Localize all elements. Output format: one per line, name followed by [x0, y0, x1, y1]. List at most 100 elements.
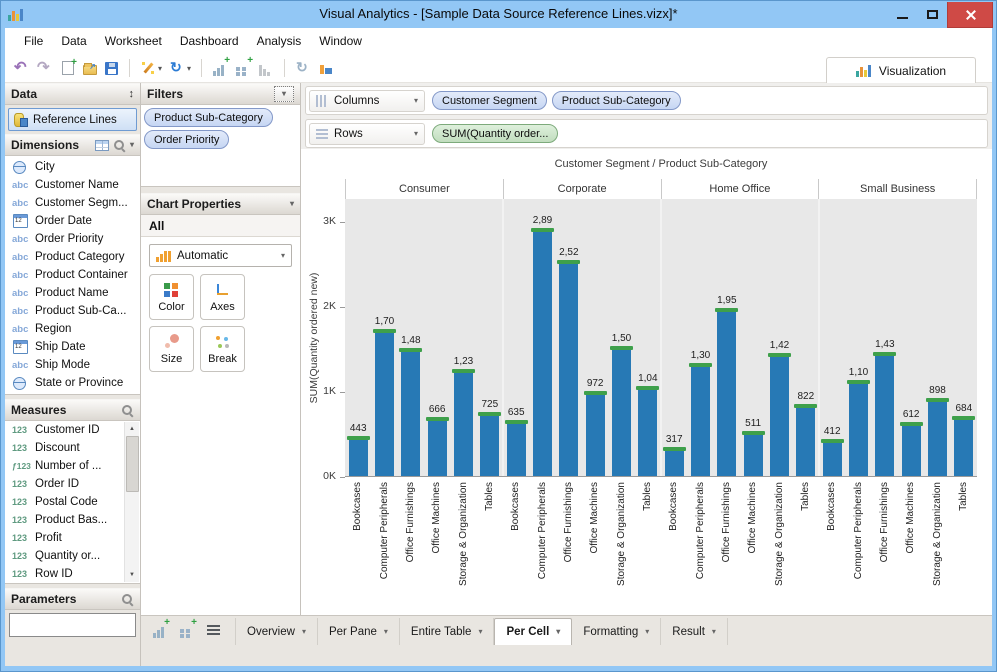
wizard-button[interactable]: ▾	[139, 59, 163, 77]
bar-consumer-tables[interactable]	[480, 414, 500, 476]
close-button[interactable]	[947, 1, 993, 28]
bar-consumer-computer-peripherals[interactable]	[375, 331, 394, 476]
dimension-state-or-province[interactable]: State or Province	[5, 374, 140, 392]
bar-home-office-storage-organization[interactable]	[770, 355, 789, 476]
search-icon[interactable]	[113, 139, 126, 152]
measure-order-id[interactable]: 123 Order ID	[5, 475, 140, 493]
collapse-expand-icon[interactable]: ↕	[128, 88, 135, 100]
dimension-product-sub-ca[interactable]: abc Product Sub-Ca...	[5, 302, 140, 320]
button-color[interactable]: Color	[149, 274, 194, 320]
chevron-down-icon[interactable]: ▾	[301, 626, 306, 636]
view-data-icon[interactable]	[94, 139, 109, 151]
bar-corporate-office-machines[interactable]	[585, 393, 605, 476]
dimension-customer-segm[interactable]: abc Customer Segm...	[5, 194, 140, 212]
measure-product-bas[interactable]: 123 Product Bas...	[5, 511, 140, 529]
bar-home-office-bookcases[interactable]	[664, 449, 684, 476]
list-button[interactable]	[205, 621, 223, 639]
parameters-input[interactable]	[9, 613, 136, 637]
bar-corporate-bookcases[interactable]	[506, 422, 526, 476]
undo-button[interactable]	[13, 58, 31, 77]
scrollbar-thumb[interactable]	[125, 436, 139, 492]
minimize-button[interactable]	[887, 2, 917, 28]
open-folder-button[interactable]	[82, 60, 98, 76]
bar-consumer-office-machines[interactable]	[427, 419, 447, 476]
chevron-down-icon[interactable]: ▾	[187, 63, 192, 73]
columns-pill-product-sub-category[interactable]: Product Sub-Category	[551, 91, 681, 110]
columns-shelf-label[interactable]: Columns ▾	[309, 89, 425, 112]
bar-corporate-tables[interactable]	[638, 388, 658, 476]
measure-number-of[interactable]: ƒ123 Number of ...	[5, 457, 140, 475]
measure-profit[interactable]: 123 Profit	[5, 529, 140, 547]
menu-dashboard[interactable]: Dashboard	[179, 34, 239, 48]
measure-customer-id[interactable]: 123 Customer ID	[5, 421, 140, 439]
tab-per-cell[interactable]: Per Cell ▾	[494, 618, 573, 645]
save-button[interactable]	[103, 60, 120, 77]
dimension-order-priority[interactable]: abc Order Priority	[5, 230, 140, 248]
bar-small-business-office-furnishings[interactable]	[875, 354, 895, 476]
columns-pill-customer-segment[interactable]: Customer Segment	[432, 91, 547, 110]
maximize-button[interactable]	[917, 2, 947, 28]
bar-small-business-tables[interactable]	[954, 418, 974, 476]
tab-result[interactable]: Result ▾	[661, 618, 728, 645]
bar-small-business-office-machines[interactable]	[901, 424, 921, 476]
bar-consumer-office-furnishings[interactable]	[401, 350, 421, 476]
add-chart-button[interactable]	[151, 617, 170, 639]
bar-small-business-computer-peripherals[interactable]	[849, 382, 868, 476]
bar-small-business-storage-organization[interactable]	[928, 400, 947, 476]
chevron-down-icon[interactable]: ▾	[645, 626, 650, 636]
chevron-down-icon[interactable]: ▾	[478, 626, 483, 636]
tab-visualization[interactable]: Visualization	[826, 57, 976, 83]
add-grid-button[interactable]	[234, 55, 253, 77]
dimension-customer-name[interactable]: abc Customer Name	[5, 176, 140, 194]
chevron-down-icon[interactable]: ▾	[289, 199, 294, 208]
menu-window[interactable]: Window	[319, 34, 362, 48]
button-axes[interactable]: Axes	[200, 274, 245, 320]
bar-home-office-office-furnishings[interactable]	[717, 310, 737, 476]
rotate-button[interactable]	[294, 59, 312, 77]
tab-per-pane[interactable]: Per Pane ▾	[318, 618, 400, 645]
chevron-down-icon[interactable]: ▾	[383, 626, 388, 636]
dimension-region[interactable]: abc Region	[5, 320, 140, 338]
chevron-down-icon[interactable]: ▾	[556, 627, 561, 636]
bar-home-office-office-machines[interactable]	[743, 433, 763, 476]
new-file-button[interactable]	[59, 57, 77, 77]
dimension-ship-mode[interactable]: abc Ship Mode	[5, 356, 140, 374]
add-grid-button[interactable]	[178, 617, 197, 639]
menu-data[interactable]: Data	[61, 34, 87, 48]
dimension-product-category[interactable]: abc Product Category	[5, 248, 140, 266]
tab-entire-table[interactable]: Entire Table ▾	[400, 618, 495, 645]
chevron-down-icon[interactable]: ▾	[711, 626, 716, 636]
filter-pill-order-priority[interactable]: Order Priority	[144, 130, 230, 149]
chevron-down-icon[interactable]: ▾	[158, 63, 163, 73]
filters-menu-button[interactable]: ▾	[274, 86, 294, 102]
bar-home-office-computer-peripherals[interactable]	[691, 365, 710, 476]
menu-file[interactable]: File	[24, 34, 44, 48]
bar-corporate-computer-peripherals[interactable]	[533, 230, 552, 476]
dimension-city[interactable]: City	[5, 158, 140, 176]
filter-pill-product-sub-category[interactable]: Product Sub-Category	[144, 108, 273, 127]
data-source-reference-lines[interactable]: Reference Lines	[8, 108, 137, 131]
scroll-down-icon[interactable]: ▼	[129, 572, 135, 578]
bar-consumer-bookcases[interactable]	[348, 438, 368, 476]
button-size[interactable]: Size	[149, 326, 194, 372]
bar-small-business-bookcases[interactable]	[822, 441, 842, 476]
measure-quantity-or[interactable]: 123 Quantity or...	[5, 547, 140, 565]
menu-analysis[interactable]: Analysis	[256, 34, 302, 48]
bar-corporate-storage-organization[interactable]	[612, 348, 631, 476]
dimension-product-container[interactable]: abc Product Container	[5, 266, 140, 284]
tab-overview[interactable]: Overview ▾	[236, 618, 318, 645]
menu-worksheet[interactable]: Worksheet	[104, 34, 162, 48]
mark-type-select[interactable]: Automatic ▾	[149, 244, 292, 267]
chart-levels-button[interactable]	[257, 59, 275, 77]
measure-row-id[interactable]: 123 Row ID	[5, 565, 140, 583]
tab-formatting[interactable]: Formatting ▾	[572, 618, 662, 645]
measures-scrollbar[interactable]: ▲ ▼	[124, 422, 139, 582]
search-icon[interactable]	[121, 404, 134, 417]
chevron-down-icon[interactable]: ▾	[129, 140, 134, 149]
rows-shelf-label[interactable]: Rows ▾	[309, 122, 425, 145]
refresh-button[interactable]: ▾	[168, 59, 192, 77]
dimension-product-name[interactable]: abc Product Name	[5, 284, 140, 302]
bar-corporate-office-furnishings[interactable]	[559, 262, 579, 476]
search-icon[interactable]	[121, 593, 134, 606]
add-chart-button[interactable]	[211, 55, 230, 77]
